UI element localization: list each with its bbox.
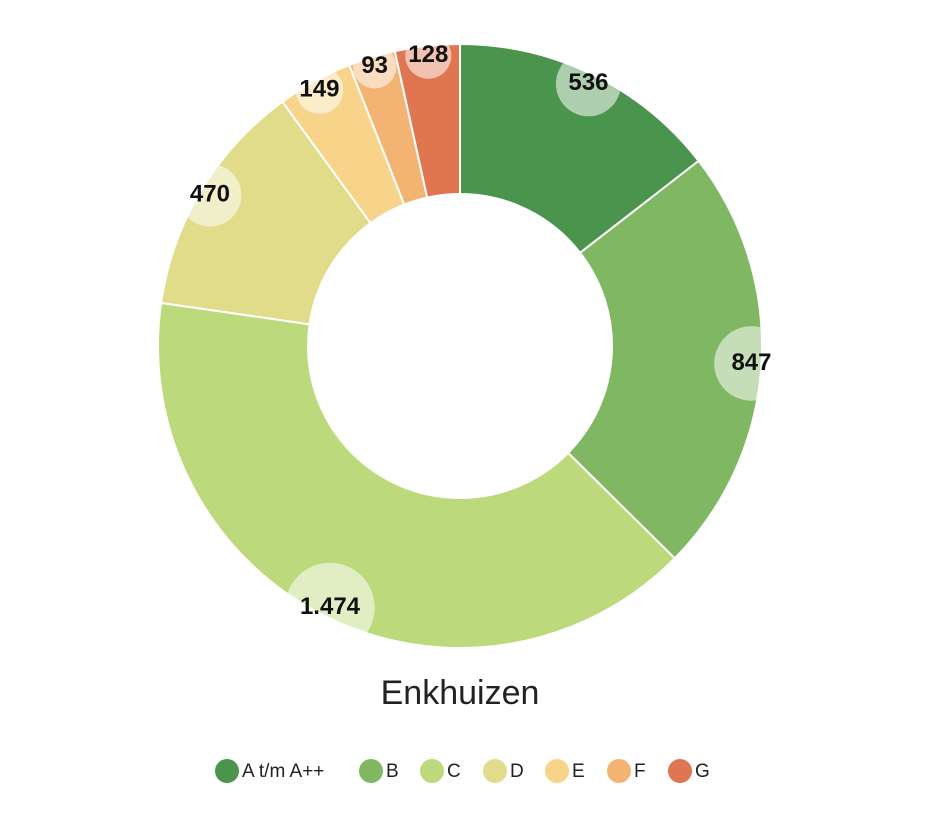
legend-label: C (447, 761, 461, 782)
data-label: 1.474 (300, 593, 361, 620)
data-label: 470 (190, 181, 230, 208)
legend-label: E (572, 761, 585, 782)
slice (459, 42, 701, 255)
label-bubble (295, 66, 344, 114)
data-label: 149 (299, 75, 339, 102)
label-bubble (714, 326, 789, 401)
label-bubble (352, 45, 397, 89)
label-bubble (285, 562, 375, 653)
legend-swatch (668, 759, 692, 783)
legend-label: G (695, 761, 710, 782)
legend-swatch (483, 759, 507, 783)
legend-label: F (634, 761, 646, 782)
legend-swatch (545, 759, 569, 783)
slice (157, 301, 677, 649)
data-label: 847 (731, 349, 771, 376)
legend-label: B (386, 761, 399, 782)
legend-swatch (215, 759, 239, 783)
legend-swatch (607, 759, 631, 783)
data-label: 536 (568, 69, 608, 96)
slice (566, 159, 763, 560)
chart-title: Enkhuizen (381, 674, 540, 712)
label-bubble (405, 32, 452, 79)
legend-label: D (510, 761, 524, 782)
data-label: 93 (361, 52, 388, 79)
legend-label: A t/m A++ (242, 761, 324, 782)
legend-swatch (420, 759, 444, 783)
label-bubble (555, 51, 621, 117)
legend-swatch (359, 759, 383, 783)
slice (159, 100, 372, 326)
label-bubble (178, 163, 242, 227)
data-label: 128 (408, 41, 448, 68)
